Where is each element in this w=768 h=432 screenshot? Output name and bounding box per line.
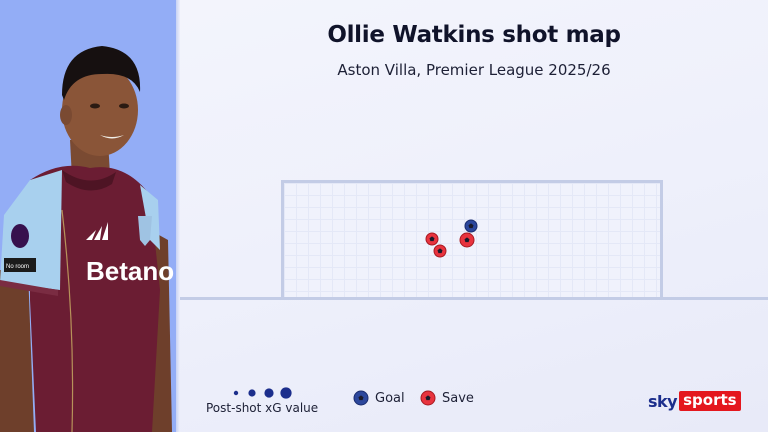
xg-size-legend-icon xyxy=(233,387,292,399)
legend-save: Save xyxy=(420,390,474,406)
xg-legend-label: Post-shot xG value xyxy=(206,401,319,415)
shot-goal-1 xyxy=(464,219,478,233)
goal-line xyxy=(180,297,768,300)
chart-subtitle: Aston Villa, Premier League 2025/26 xyxy=(337,61,611,79)
panel-divider xyxy=(176,0,180,432)
legend-save-label: Save xyxy=(442,390,474,406)
player-photo: Betano No room xyxy=(0,46,174,432)
sky-sports-logo: sky sports xyxy=(648,391,741,411)
svg-text:Betano: Betano xyxy=(86,256,174,286)
logo-sports-text: sports xyxy=(679,391,741,411)
chart-title: Ollie Watkins shot map xyxy=(327,22,621,48)
logo-sky-text: sky xyxy=(648,391,678,411)
shot-save-2 xyxy=(425,232,439,246)
save-ball-icon xyxy=(420,390,436,406)
svg-text:No room: No room xyxy=(6,264,29,270)
legend-goal-label: Goal xyxy=(375,390,405,406)
shot-save-1 xyxy=(459,232,475,248)
shot-save-3 xyxy=(433,244,447,258)
goal-ball-icon xyxy=(353,390,369,406)
legend-goal: Goal xyxy=(353,390,405,406)
player-photo-panel: Betano No room xyxy=(0,0,176,432)
